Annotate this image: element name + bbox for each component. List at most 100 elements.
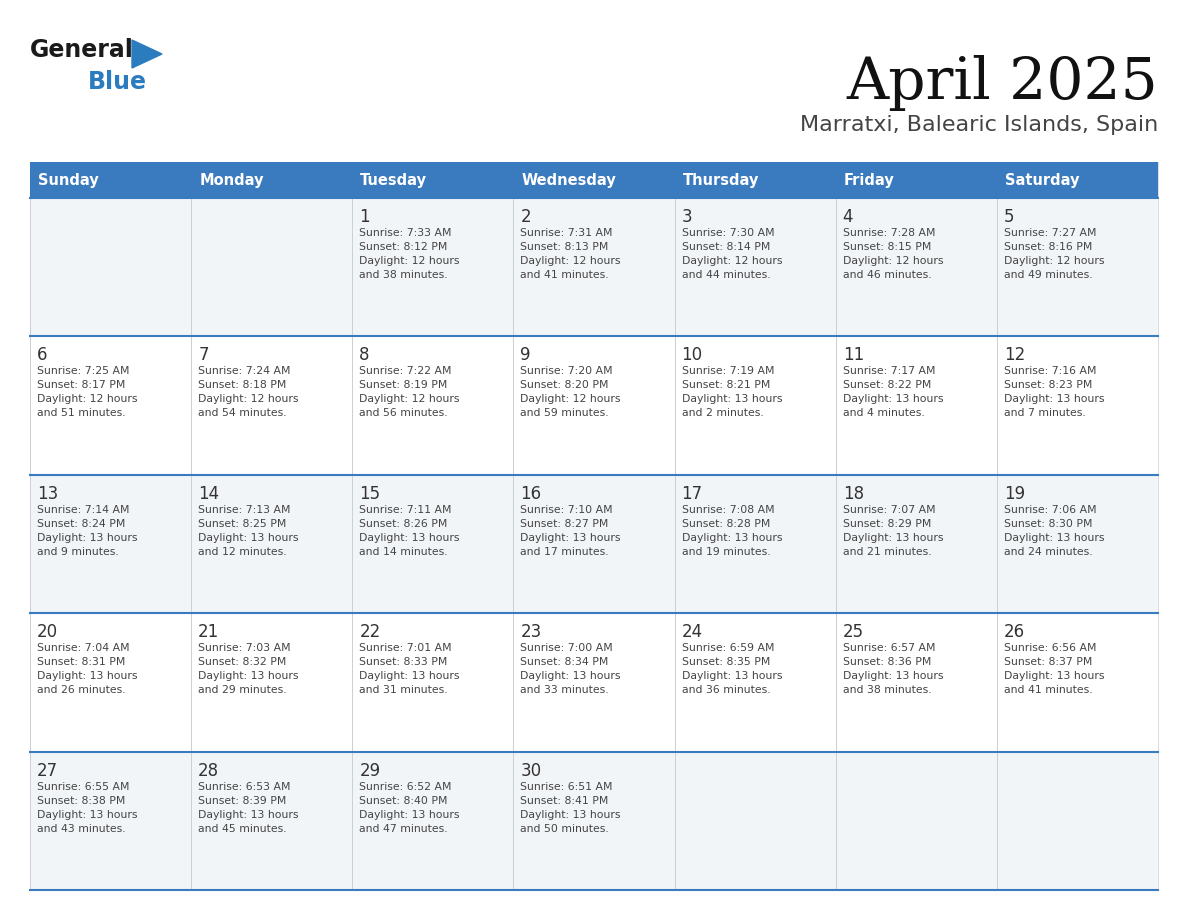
Text: Thursday: Thursday	[683, 173, 759, 187]
Text: Tuesday: Tuesday	[360, 173, 428, 187]
Text: Sunrise: 7:11 AM
Sunset: 8:26 PM
Daylight: 13 hours
and 14 minutes.: Sunrise: 7:11 AM Sunset: 8:26 PM Dayligh…	[359, 505, 460, 557]
Bar	[191, 336, 353, 475]
Polygon shape	[132, 40, 162, 68]
Text: Sunrise: 7:33 AM
Sunset: 8:12 PM
Daylight: 12 hours
and 38 minutes.: Sunrise: 7:33 AM Sunset: 8:12 PM Dayligh…	[359, 228, 460, 280]
Text: 25: 25	[842, 623, 864, 641]
Text: April 2025: April 2025	[846, 55, 1158, 111]
Text: Sunrise: 7:17 AM
Sunset: 8:22 PM
Daylight: 13 hours
and 4 minutes.: Sunrise: 7:17 AM Sunset: 8:22 PM Dayligh…	[842, 366, 943, 419]
Text: 5: 5	[1004, 208, 1015, 226]
Text: 27: 27	[37, 762, 58, 779]
Text: Sunday: Sunday	[38, 173, 99, 187]
Bar	[997, 475, 1158, 613]
Bar	[353, 162, 513, 198]
Bar	[997, 613, 1158, 752]
Bar	[835, 613, 997, 752]
Text: Sunrise: 7:01 AM
Sunset: 8:33 PM
Daylight: 13 hours
and 31 minutes.: Sunrise: 7:01 AM Sunset: 8:33 PM Dayligh…	[359, 644, 460, 695]
Text: Blue: Blue	[88, 70, 147, 94]
Bar	[997, 336, 1158, 475]
Bar	[675, 162, 835, 198]
Bar	[835, 198, 997, 336]
Text: Sunrise: 6:53 AM
Sunset: 8:39 PM
Daylight: 13 hours
and 45 minutes.: Sunrise: 6:53 AM Sunset: 8:39 PM Dayligh…	[198, 781, 298, 834]
Text: Sunrise: 7:04 AM
Sunset: 8:31 PM
Daylight: 13 hours
and 26 minutes.: Sunrise: 7:04 AM Sunset: 8:31 PM Dayligh…	[37, 644, 138, 695]
Text: Sunrise: 6:55 AM
Sunset: 8:38 PM
Daylight: 13 hours
and 43 minutes.: Sunrise: 6:55 AM Sunset: 8:38 PM Dayligh…	[37, 781, 138, 834]
Text: Sunrise: 7:16 AM
Sunset: 8:23 PM
Daylight: 13 hours
and 7 minutes.: Sunrise: 7:16 AM Sunset: 8:23 PM Dayligh…	[1004, 366, 1105, 419]
Text: Sunrise: 7:03 AM
Sunset: 8:32 PM
Daylight: 13 hours
and 29 minutes.: Sunrise: 7:03 AM Sunset: 8:32 PM Dayligh…	[198, 644, 298, 695]
Text: 7: 7	[198, 346, 209, 364]
Bar	[675, 752, 835, 890]
Bar	[513, 475, 675, 613]
Bar	[513, 198, 675, 336]
Bar	[191, 613, 353, 752]
Bar	[675, 613, 835, 752]
Text: Sunrise: 7:27 AM
Sunset: 8:16 PM
Daylight: 12 hours
and 49 minutes.: Sunrise: 7:27 AM Sunset: 8:16 PM Dayligh…	[1004, 228, 1105, 280]
Bar	[997, 198, 1158, 336]
Text: 14: 14	[198, 485, 220, 503]
Text: 1: 1	[359, 208, 369, 226]
Bar	[30, 162, 191, 198]
Bar	[835, 162, 997, 198]
Bar	[191, 162, 353, 198]
Bar	[835, 752, 997, 890]
Text: 16: 16	[520, 485, 542, 503]
Text: 29: 29	[359, 762, 380, 779]
Bar	[997, 752, 1158, 890]
Text: 15: 15	[359, 485, 380, 503]
Bar	[30, 475, 191, 613]
Bar	[191, 475, 353, 613]
Text: 13: 13	[37, 485, 58, 503]
Text: Sunrise: 7:00 AM
Sunset: 8:34 PM
Daylight: 13 hours
and 33 minutes.: Sunrise: 7:00 AM Sunset: 8:34 PM Dayligh…	[520, 644, 621, 695]
Bar	[675, 198, 835, 336]
Text: 9: 9	[520, 346, 531, 364]
Bar	[30, 613, 191, 752]
Text: Sunrise: 7:10 AM
Sunset: 8:27 PM
Daylight: 13 hours
and 17 minutes.: Sunrise: 7:10 AM Sunset: 8:27 PM Dayligh…	[520, 505, 621, 557]
Text: 21: 21	[198, 623, 220, 641]
Text: 12: 12	[1004, 346, 1025, 364]
Bar	[997, 162, 1158, 198]
Text: 24: 24	[682, 623, 702, 641]
Text: Friday: Friday	[843, 173, 895, 187]
Text: Sunrise: 7:19 AM
Sunset: 8:21 PM
Daylight: 13 hours
and 2 minutes.: Sunrise: 7:19 AM Sunset: 8:21 PM Dayligh…	[682, 366, 782, 419]
Text: Sunrise: 6:51 AM
Sunset: 8:41 PM
Daylight: 13 hours
and 50 minutes.: Sunrise: 6:51 AM Sunset: 8:41 PM Dayligh…	[520, 781, 621, 834]
Text: Wednesday: Wednesday	[522, 173, 617, 187]
Text: 8: 8	[359, 346, 369, 364]
Bar	[513, 336, 675, 475]
Bar	[353, 475, 513, 613]
Text: Sunrise: 7:31 AM
Sunset: 8:13 PM
Daylight: 12 hours
and 41 minutes.: Sunrise: 7:31 AM Sunset: 8:13 PM Dayligh…	[520, 228, 621, 280]
Text: Sunrise: 7:22 AM
Sunset: 8:19 PM
Daylight: 12 hours
and 56 minutes.: Sunrise: 7:22 AM Sunset: 8:19 PM Dayligh…	[359, 366, 460, 419]
Bar	[675, 475, 835, 613]
Text: Sunrise: 7:20 AM
Sunset: 8:20 PM
Daylight: 12 hours
and 59 minutes.: Sunrise: 7:20 AM Sunset: 8:20 PM Dayligh…	[520, 366, 621, 419]
Bar	[191, 752, 353, 890]
Bar	[30, 198, 191, 336]
Text: Sunrise: 7:08 AM
Sunset: 8:28 PM
Daylight: 13 hours
and 19 minutes.: Sunrise: 7:08 AM Sunset: 8:28 PM Dayligh…	[682, 505, 782, 557]
Text: 11: 11	[842, 346, 864, 364]
Bar	[353, 198, 513, 336]
Text: Sunrise: 7:24 AM
Sunset: 8:18 PM
Daylight: 12 hours
and 54 minutes.: Sunrise: 7:24 AM Sunset: 8:18 PM Dayligh…	[198, 366, 298, 419]
Bar	[191, 198, 353, 336]
Text: 26: 26	[1004, 623, 1025, 641]
Text: 2: 2	[520, 208, 531, 226]
Text: 10: 10	[682, 346, 702, 364]
Text: Sunrise: 7:13 AM
Sunset: 8:25 PM
Daylight: 13 hours
and 12 minutes.: Sunrise: 7:13 AM Sunset: 8:25 PM Dayligh…	[198, 505, 298, 557]
Bar	[513, 162, 675, 198]
Text: Marratxi, Balearic Islands, Spain: Marratxi, Balearic Islands, Spain	[800, 115, 1158, 135]
Text: Sunrise: 6:52 AM
Sunset: 8:40 PM
Daylight: 13 hours
and 47 minutes.: Sunrise: 6:52 AM Sunset: 8:40 PM Dayligh…	[359, 781, 460, 834]
Bar	[675, 336, 835, 475]
Bar	[513, 752, 675, 890]
Text: 22: 22	[359, 623, 380, 641]
Text: Sunrise: 7:14 AM
Sunset: 8:24 PM
Daylight: 13 hours
and 9 minutes.: Sunrise: 7:14 AM Sunset: 8:24 PM Dayligh…	[37, 505, 138, 557]
Bar	[353, 752, 513, 890]
Text: Sunrise: 6:57 AM
Sunset: 8:36 PM
Daylight: 13 hours
and 38 minutes.: Sunrise: 6:57 AM Sunset: 8:36 PM Dayligh…	[842, 644, 943, 695]
Text: 18: 18	[842, 485, 864, 503]
Bar	[353, 613, 513, 752]
Bar	[513, 613, 675, 752]
Text: Sunrise: 7:30 AM
Sunset: 8:14 PM
Daylight: 12 hours
and 44 minutes.: Sunrise: 7:30 AM Sunset: 8:14 PM Dayligh…	[682, 228, 782, 280]
Text: Sunrise: 7:06 AM
Sunset: 8:30 PM
Daylight: 13 hours
and 24 minutes.: Sunrise: 7:06 AM Sunset: 8:30 PM Dayligh…	[1004, 505, 1105, 557]
Text: Sunrise: 6:59 AM
Sunset: 8:35 PM
Daylight: 13 hours
and 36 minutes.: Sunrise: 6:59 AM Sunset: 8:35 PM Dayligh…	[682, 644, 782, 695]
Text: Saturday: Saturday	[1005, 173, 1080, 187]
Text: 3: 3	[682, 208, 693, 226]
Bar	[30, 336, 191, 475]
Text: 30: 30	[520, 762, 542, 779]
Text: 4: 4	[842, 208, 853, 226]
Text: 20: 20	[37, 623, 58, 641]
Text: 17: 17	[682, 485, 702, 503]
